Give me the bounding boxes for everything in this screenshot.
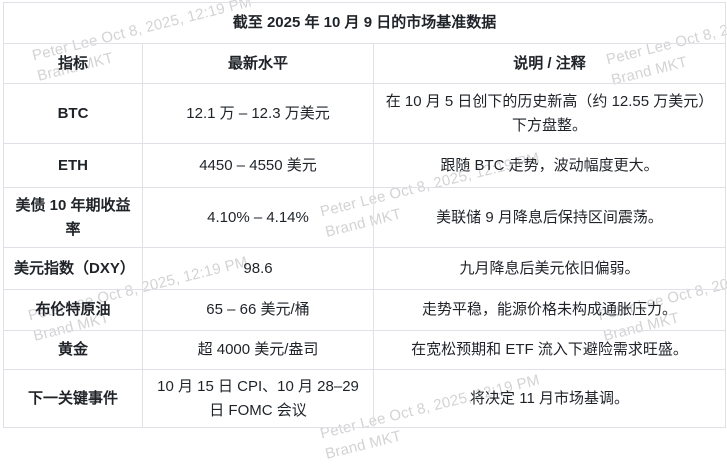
indicator-cell: 下一关键事件	[3, 369, 143, 428]
indicator-cell: 美元指数（DXY）	[3, 247, 143, 290]
table-row-dxy: 美元指数（DXY） 98.6 九月降息后美元依旧偏弱。	[3, 247, 727, 290]
level-cell: 98.6	[142, 247, 374, 290]
level-cell: 65 – 66 美元/桶	[142, 289, 374, 331]
level-cell: 12.1 万 – 12.3 万美元	[142, 83, 374, 144]
level-cell: 超 4000 美元/盎司	[142, 330, 374, 370]
indicator-cell: 布伦特原油	[3, 289, 143, 331]
table-header-row: 指标 最新水平 说明 / 注释	[3, 43, 727, 84]
table-row-us10y: 美债 10 年期收益率 4.10% – 4.14% 美联储 9 月降息后保持区间…	[3, 187, 727, 248]
column-header-note: 说明 / 注释	[372, 43, 727, 84]
table-row-next-event: 下一关键事件 10 月 15 日 CPI、10 月 28–29 日 FOMC 会…	[3, 369, 727, 428]
indicator-cell: 黄金	[3, 330, 143, 370]
level-cell: 4450 – 4550 美元	[142, 143, 374, 188]
indicator-cell: BTC	[3, 83, 143, 144]
table-title: 截至 2025 年 10 月 9 日的市场基准数据	[2, 2, 727, 44]
level-cell: 10 月 15 日 CPI、10 月 28–29 日 FOMC 会议	[142, 369, 374, 428]
note-cell: 在 10 月 5 日创下的历史新高（约 12.55 万美元）下方盘整。	[372, 83, 727, 144]
level-cell: 4.10% – 4.14%	[142, 187, 374, 248]
note-cell: 美联储 9 月降息后保持区间震荡。	[372, 187, 727, 248]
note-cell: 跟随 BTC 走势，波动幅度更大。	[372, 143, 727, 188]
note-cell: 将决定 11 月市场基调。	[372, 369, 727, 428]
column-header-level: 最新水平	[142, 43, 374, 84]
note-cell: 走势平稳，能源价格未构成通胀压力。	[372, 289, 727, 331]
indicator-cell: ETH	[3, 143, 143, 188]
table-row-gold: 黄金 超 4000 美元/盎司 在宽松预期和 ETF 流入下避险需求旺盛。	[3, 330, 727, 370]
table-row-btc: BTC 12.1 万 – 12.3 万美元 在 10 月 5 日创下的历史新高（…	[3, 83, 727, 144]
column-header-indicator: 指标	[3, 43, 143, 84]
table-row-brent: 布伦特原油 65 – 66 美元/桶 走势平稳，能源价格未构成通胀压力。	[3, 289, 727, 331]
note-cell: 在宽松预期和 ETF 流入下避险需求旺盛。	[372, 330, 727, 370]
table-row-eth: ETH 4450 – 4550 美元 跟随 BTC 走势，波动幅度更大。	[3, 143, 727, 188]
market-benchmark-table: 截至 2025 年 10 月 9 日的市场基准数据 指标 最新水平 说明 / 注…	[2, 2, 727, 428]
indicator-cell: 美债 10 年期收益率	[3, 187, 143, 248]
table-title-row: 截至 2025 年 10 月 9 日的市场基准数据	[2, 2, 727, 44]
note-cell: 九月降息后美元依旧偏弱。	[372, 247, 727, 290]
